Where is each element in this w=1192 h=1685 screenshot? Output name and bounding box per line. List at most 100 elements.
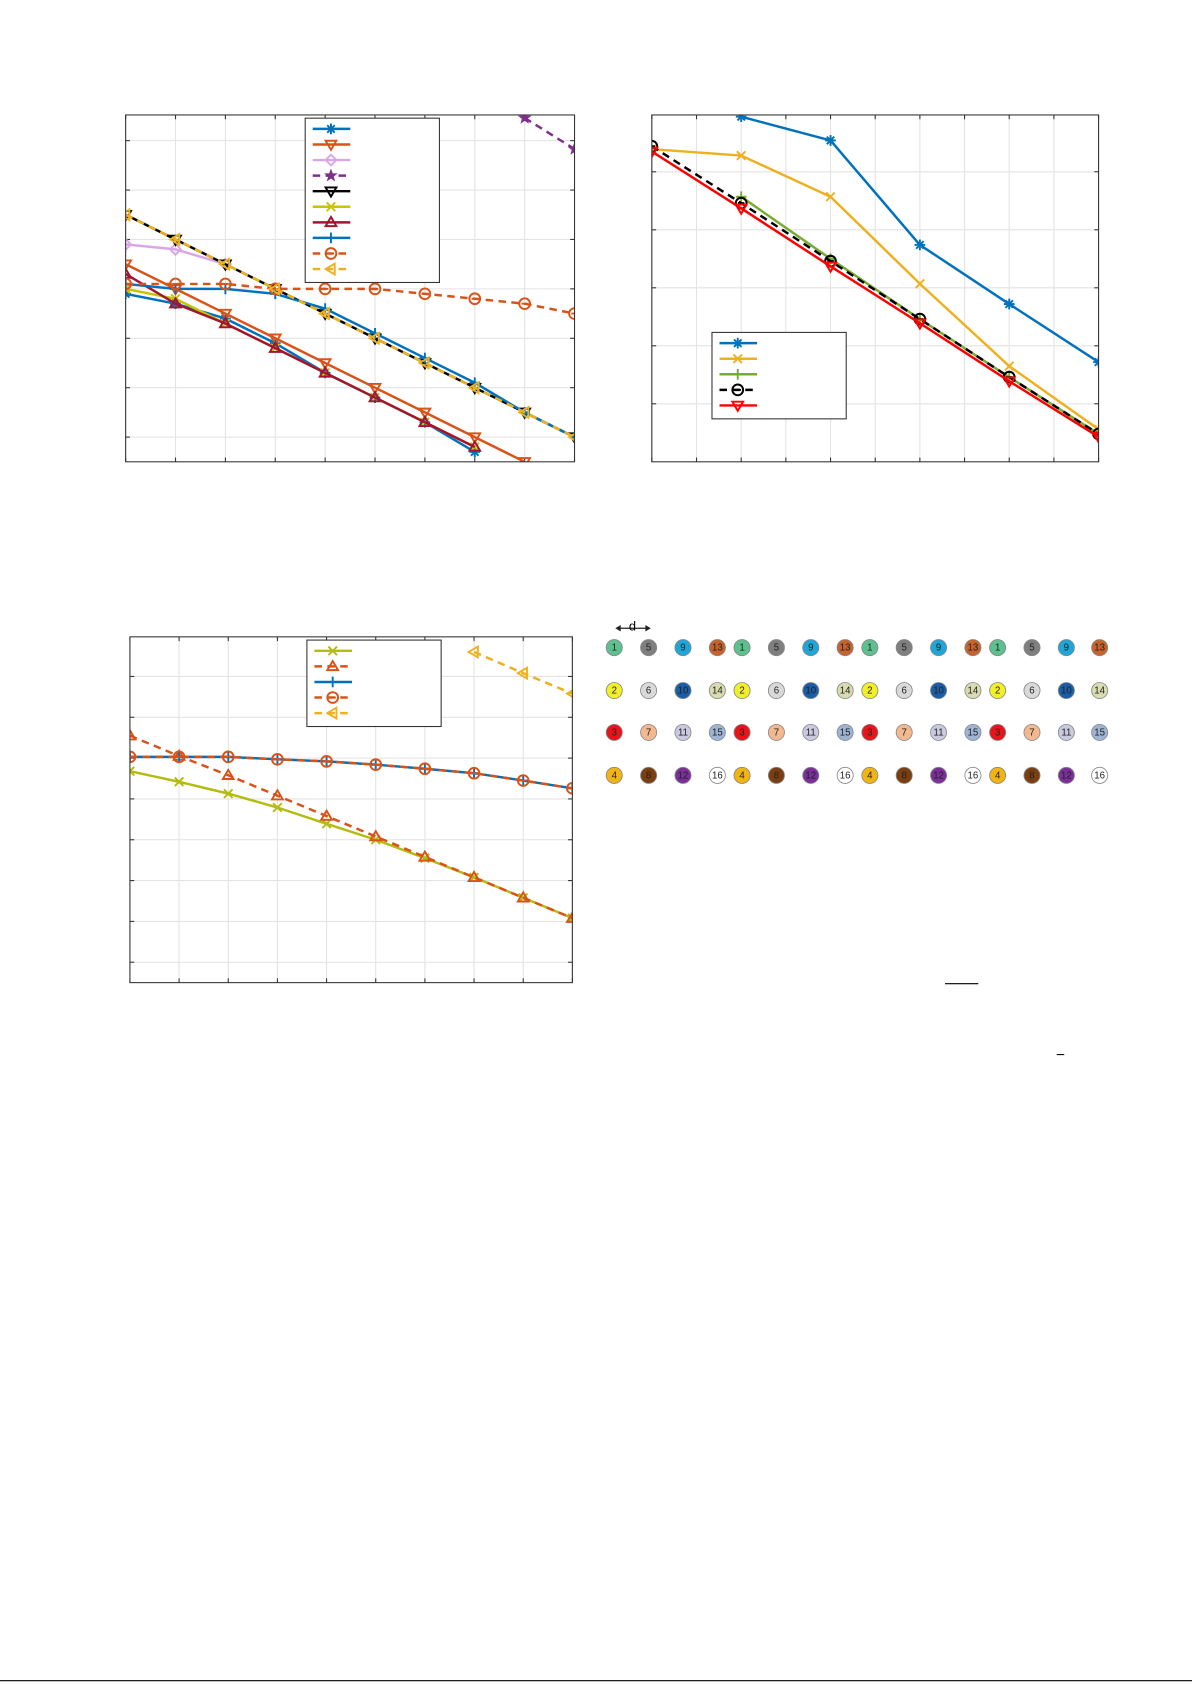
legend-key [312, 186, 351, 199]
node-label: 8 [902, 770, 907, 781]
node-label: 15 [840, 728, 851, 739]
node [836, 639, 854, 657]
marker-shape [517, 405, 530, 420]
marker-shape [168, 296, 183, 309]
node-label: 7 [646, 728, 651, 739]
node [708, 682, 726, 700]
marker-shape [466, 644, 479, 660]
node-label: 14 [840, 686, 851, 697]
data-point [565, 910, 573, 923]
node [836, 682, 854, 700]
data-point [268, 340, 283, 353]
marker-shape [651, 146, 659, 159]
series-line [125, 263, 526, 462]
marker-shape [1094, 360, 1099, 367]
marker-shape [221, 750, 235, 764]
marker-shape [516, 890, 531, 903]
data-point [417, 415, 432, 428]
marker-shape [467, 380, 480, 395]
node-label: 4 [612, 770, 618, 781]
marker-shape [736, 114, 745, 122]
marker-shape [1091, 432, 1099, 445]
data-point [369, 758, 383, 771]
legend-key [312, 215, 351, 228]
node-label: 6 [1029, 686, 1034, 697]
node-label: 11 [934, 728, 944, 739]
node-label: 9 [936, 643, 941, 654]
data-point [651, 139, 659, 153]
node [640, 682, 658, 700]
node [1057, 766, 1075, 784]
marker-shape [515, 666, 528, 681]
data-point [267, 281, 280, 296]
node [1057, 723, 1075, 741]
marker-shape [417, 849, 432, 862]
marker-shape [823, 261, 838, 274]
legend-key [312, 232, 351, 244]
data-point [219, 277, 232, 291]
data-point [125, 283, 131, 294]
node [674, 766, 692, 784]
node [895, 723, 913, 741]
node-label: 8 [1029, 770, 1034, 781]
node [605, 639, 623, 657]
marker-shape [367, 382, 383, 395]
marker-shape [319, 808, 334, 821]
series-line [129, 755, 573, 790]
node [964, 766, 982, 784]
marker-shape [418, 287, 432, 301]
marker-shape [318, 365, 333, 378]
legend-key [312, 168, 351, 182]
marker-shape [125, 266, 133, 279]
marker-shape [1004, 361, 1015, 372]
legend-key [719, 368, 758, 380]
plot-frame [129, 636, 573, 984]
data-point [651, 146, 659, 159]
node [895, 682, 913, 700]
data-point [125, 259, 133, 272]
node-label: 4 [867, 770, 873, 781]
data-point [218, 308, 233, 321]
node [861, 639, 879, 657]
marker-shape [321, 818, 332, 829]
marker-shape [320, 755, 333, 768]
node [674, 639, 692, 657]
node-label: 13 [712, 643, 723, 654]
node-label: 6 [902, 686, 907, 697]
legend-key [719, 337, 758, 349]
marker-shape [734, 203, 749, 216]
marker-shape [169, 277, 182, 291]
marker-shape [168, 242, 183, 257]
series-line [651, 150, 1099, 438]
marker-shape [271, 752, 284, 766]
marker-shape [1094, 357, 1099, 364]
marker-shape [566, 781, 573, 795]
node [930, 723, 948, 741]
marker-shape [267, 281, 280, 296]
marker-shape [730, 400, 745, 413]
series-line [125, 272, 476, 449]
plot-frame [125, 114, 576, 463]
node [930, 682, 948, 700]
legend-key [314, 706, 353, 721]
marker-shape [172, 750, 186, 764]
data-point [823, 261, 838, 274]
marker-shape [318, 358, 333, 371]
marker-shape [368, 829, 383, 842]
node-label: 7 [902, 728, 907, 739]
node-label: 4 [995, 770, 1001, 781]
data-point [418, 762, 432, 776]
data-point [568, 307, 575, 320]
marker-shape [125, 259, 133, 272]
node-label: 5 [902, 643, 907, 654]
marker-shape [324, 153, 338, 167]
node-label: 10 [678, 686, 689, 697]
marker-shape [467, 766, 481, 780]
legend-key [312, 247, 351, 260]
data-point [914, 278, 925, 289]
marker-shape [326, 124, 336, 134]
node [1091, 682, 1109, 700]
node [767, 723, 785, 741]
node-label: 4 [739, 770, 745, 781]
node [1057, 639, 1075, 657]
